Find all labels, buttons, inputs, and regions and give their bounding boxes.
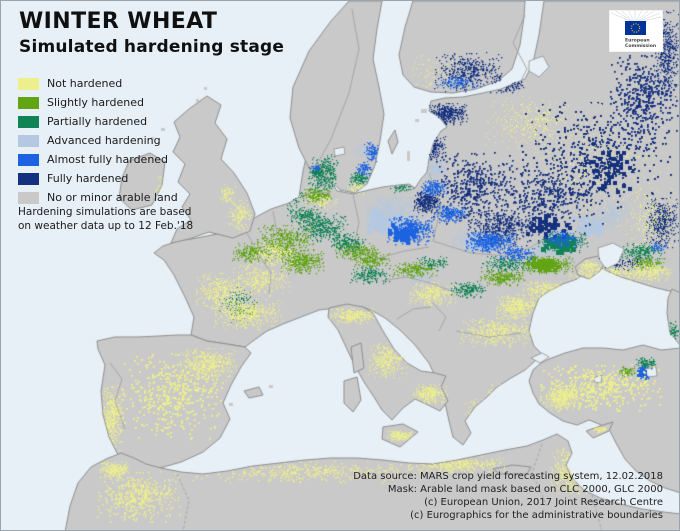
ec-logo-graphic: European Commission bbox=[608, 9, 664, 53]
legend-label: Not hardened bbox=[47, 77, 123, 90]
credit-line: Mask: Arable land mask based on CLC 2000… bbox=[387, 484, 663, 495]
legend-label: Almost fully hardened bbox=[47, 153, 169, 166]
legend-row: Partially hardened bbox=[18, 112, 178, 131]
legend-label: Advanced hardening bbox=[47, 134, 161, 147]
legend-swatch-partially-hardened bbox=[18, 115, 39, 128]
legend-row: Almost fully hardened bbox=[18, 150, 178, 169]
note-line: Hardening simulations are based bbox=[18, 206, 192, 218]
legend-label: Slightly hardened bbox=[47, 96, 144, 109]
page-subtitle: Simulated hardening stage bbox=[19, 37, 285, 57]
credit-line: (c) European Union, 2017 Joint Research … bbox=[424, 497, 663, 508]
legend-label: Fully hardened bbox=[47, 172, 129, 185]
page-title: WINTER WHEAT bbox=[19, 9, 218, 34]
note-line: on weather data up to 12 Feb.'18 bbox=[18, 220, 194, 232]
legend-swatch-no-arable-land bbox=[18, 191, 39, 204]
eu-flag-icon bbox=[625, 21, 646, 35]
hardening-note: Hardening simulations are based on weath… bbox=[18, 205, 193, 233]
legend-row: No or minor arable land bbox=[18, 188, 178, 207]
legend-row: Not hardened bbox=[18, 74, 178, 93]
legend-swatch-fully-hardened bbox=[18, 172, 39, 185]
logo-rays bbox=[610, 9, 662, 24]
ec-logo: European Commission bbox=[608, 9, 664, 53]
legend-row: Advanced hardening bbox=[18, 131, 178, 150]
legend-label: No or minor arable land bbox=[47, 191, 178, 204]
legend-swatch-slightly-hardened bbox=[18, 96, 39, 109]
credit-line: Data source: MARS crop yield forecasting… bbox=[353, 471, 663, 482]
credit-line: (c) Eurographics for the administrative … bbox=[410, 510, 663, 521]
legend: Not hardened Slightly hardened Partially… bbox=[18, 74, 178, 207]
legend-swatch-advanced-hardening bbox=[18, 134, 39, 147]
credits: Data source: MARS crop yield forecasting… bbox=[353, 470, 663, 522]
legend-row: Slightly hardened bbox=[18, 93, 178, 112]
legend-row: Fully hardened bbox=[18, 169, 178, 188]
legend-swatch-almost-fully-hardened bbox=[18, 153, 39, 166]
logo-text-line2: Commission bbox=[625, 43, 656, 49]
legend-label: Partially hardened bbox=[47, 115, 148, 128]
legend-swatch-not-hardened bbox=[18, 77, 39, 90]
logo-text-line1: European bbox=[625, 38, 650, 44]
